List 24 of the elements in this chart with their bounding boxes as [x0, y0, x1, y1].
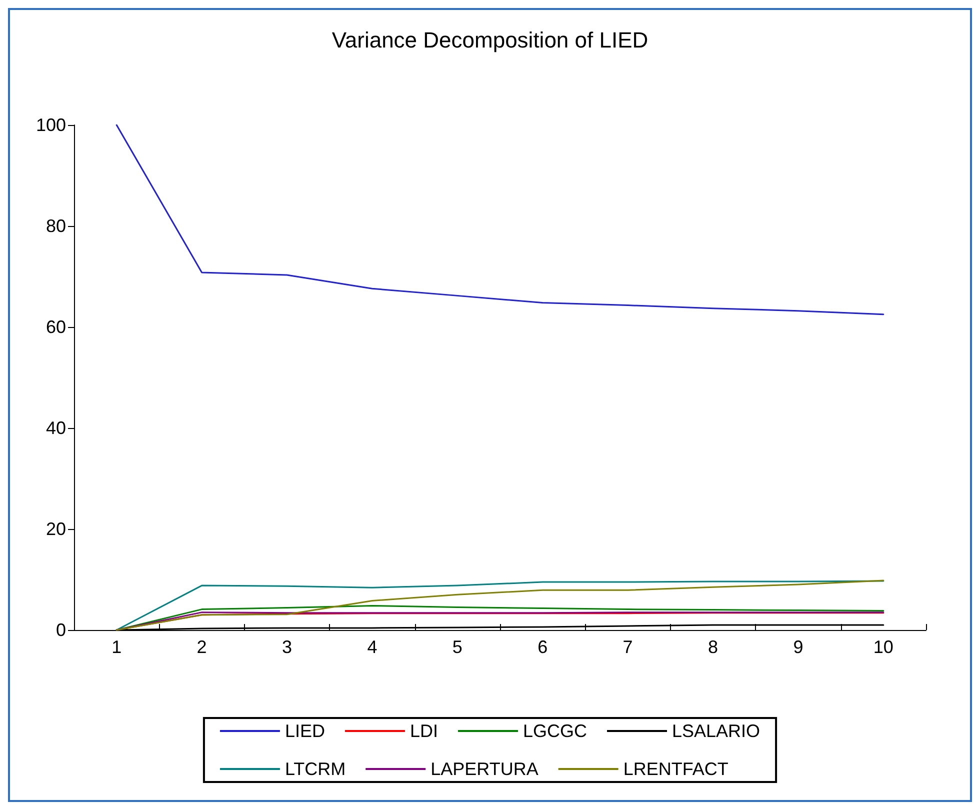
legend-label: LSALARIO: [672, 721, 760, 741]
legend-label: LGCGC: [522, 721, 588, 741]
y-tick-label: 60: [46, 317, 66, 337]
x-tick-label: 5: [452, 637, 462, 657]
y-tick-label: 100: [36, 115, 66, 135]
x-tick-label: 9: [793, 637, 804, 657]
legend-label: LRENTFACT: [623, 759, 728, 779]
x-tick-label: 3: [282, 637, 292, 657]
x-tick-label: 7: [622, 637, 633, 657]
y-tick-label: 20: [46, 519, 66, 539]
y-tick-label: 0: [56, 620, 66, 640]
x-tick-label: 6: [538, 637, 548, 657]
y-tick-label: 80: [46, 216, 66, 236]
legend-label: LDI: [410, 721, 438, 741]
legend-label: LIED: [284, 721, 325, 741]
legend-label: LAPERTURA: [430, 759, 538, 779]
x-tick-label: 10: [873, 637, 894, 657]
y-tick-label: 40: [46, 418, 66, 438]
x-tick-label: 2: [196, 637, 207, 657]
chart-title: Variance Decomposition of LIED: [332, 28, 648, 52]
x-tick-label: 4: [367, 637, 378, 657]
x-tick-label: 1: [112, 637, 122, 657]
x-tick-label: 8: [708, 637, 718, 657]
legend-label: LTCRM: [284, 759, 346, 779]
